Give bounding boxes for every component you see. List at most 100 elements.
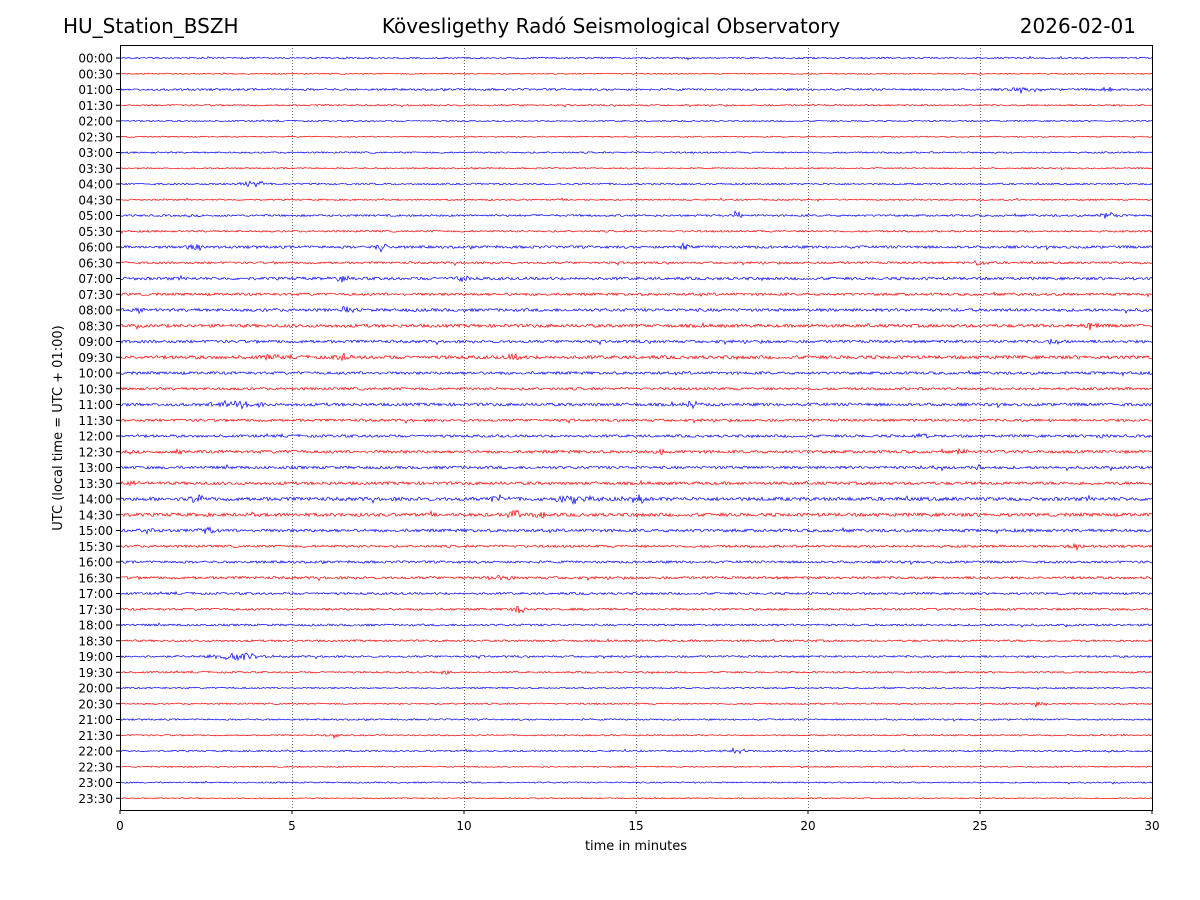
- event-point: [1103, 435, 1105, 437]
- event-point: [236, 656, 238, 657]
- trace-line: [119, 197, 1153, 202]
- trace-line: [119, 463, 1153, 472]
- trace-line: [119, 622, 1153, 628]
- y-tick-label: 09:00: [78, 335, 113, 349]
- trace-line: [119, 432, 1153, 439]
- event-point: [1106, 89, 1108, 90]
- y-tick-label: 20:00: [78, 682, 113, 696]
- event-point: [332, 734, 334, 736]
- trace-line: [119, 166, 1153, 171]
- event-point: [195, 246, 197, 248]
- y-tick-label: 01:00: [78, 83, 113, 97]
- x-tick-label: 0: [116, 819, 124, 833]
- trace-line: [119, 151, 1153, 154]
- y-tick-label: 04:30: [78, 193, 113, 207]
- event-point: [442, 671, 444, 673]
- trace-line: [119, 686, 1153, 691]
- y-tick-label: 16:30: [78, 571, 113, 585]
- trace-line: [119, 180, 1153, 188]
- y-tick-label: 19:00: [78, 650, 113, 664]
- x-tick-label: 25: [972, 819, 987, 833]
- trace-line: [119, 542, 1153, 552]
- y-tick-label: 15:00: [78, 524, 113, 538]
- event-point: [143, 530, 145, 531]
- event-point: [497, 577, 499, 579]
- y-tick-label: 14:30: [78, 508, 113, 522]
- y-tick-label: 01:30: [78, 99, 113, 113]
- y-tick-label: 15:30: [78, 540, 113, 554]
- event-point: [1075, 545, 1077, 547]
- y-tick-label: 21:00: [78, 713, 113, 727]
- event-point: [1089, 325, 1091, 327]
- x-ticks: 0 5 10 15 20 25 30: [116, 810, 1160, 833]
- y-tick-label: 07:30: [78, 288, 113, 302]
- event-point: [270, 356, 272, 358]
- trace-line: [119, 352, 1153, 362]
- event-point: [577, 498, 579, 500]
- y-tick-label: 17:30: [78, 603, 113, 617]
- event-point: [938, 467, 940, 468]
- trace-line: [119, 638, 1153, 643]
- trace-line: [119, 386, 1153, 391]
- trace-line: [119, 369, 1153, 377]
- trace-line: [119, 103, 1153, 108]
- y-tick-label: 12:30: [78, 445, 113, 459]
- x-tick-label: 20: [800, 819, 815, 833]
- y-tick-label: 00:00: [78, 52, 113, 66]
- y-tick-label: 04:00: [78, 178, 113, 192]
- trace-line: [119, 274, 1153, 283]
- y-tick-label: 22:30: [78, 760, 113, 774]
- event-point: [198, 498, 200, 500]
- trace-line: [119, 119, 1153, 123]
- trace-line: [119, 493, 1153, 505]
- trace-line: [119, 669, 1153, 675]
- y-tick-label: 09:30: [78, 351, 113, 365]
- y-tick-label: 22:00: [78, 745, 113, 759]
- y-tick-label: 21:30: [78, 729, 113, 743]
- trace-line: [119, 559, 1153, 566]
- y-tick-label: 03:00: [78, 146, 113, 160]
- trace-line: [119, 700, 1153, 708]
- event-point: [497, 498, 499, 500]
- trace-line: [119, 447, 1153, 456]
- y-tick-label: 16:00: [78, 556, 113, 570]
- y-tick-label: 18:30: [78, 634, 113, 648]
- trace-line: [119, 135, 1153, 139]
- trace-line: [119, 590, 1153, 596]
- event-point: [979, 467, 981, 468]
- y-tick-label: 11:00: [78, 398, 113, 412]
- y-tick-label: 05:00: [78, 209, 113, 223]
- trace-line: [119, 479, 1153, 487]
- event-point: [380, 246, 382, 248]
- trace-line: [119, 55, 1153, 61]
- y-tick-label: 23:00: [78, 776, 113, 790]
- y-tick-label: 20:30: [78, 697, 113, 711]
- event-point: [683, 246, 685, 248]
- y-tick-label: 19:30: [78, 666, 113, 680]
- chart-title: Kövesligethy Radó Seismological Observat…: [381, 14, 841, 38]
- trace-line: [119, 260, 1153, 266]
- event-point: [143, 309, 145, 311]
- y-axis-label: UTC (local time = UTC + 01:00): [51, 325, 66, 530]
- trace-line: [119, 72, 1153, 75]
- trace-line: [119, 733, 1153, 740]
- trace-line: [119, 321, 1152, 331]
- plot-frame: [120, 45, 1153, 811]
- trace-line: [119, 399, 1153, 410]
- trace-line: [119, 718, 1153, 722]
- event-point: [638, 325, 640, 327]
- x-tick-label: 10: [456, 819, 471, 833]
- event-point: [638, 498, 640, 500]
- y-tick-label: 08:30: [78, 319, 113, 333]
- trace-line: [119, 86, 1153, 94]
- trace-line: [119, 418, 1153, 424]
- event-point: [1024, 89, 1026, 90]
- trace-line: [119, 229, 1153, 234]
- y-tick-label: 06:00: [78, 241, 113, 255]
- y-tick-label: 02:30: [78, 130, 113, 144]
- event-point: [343, 356, 345, 358]
- event-point: [735, 750, 737, 752]
- y-tick-label: 02:00: [78, 115, 113, 129]
